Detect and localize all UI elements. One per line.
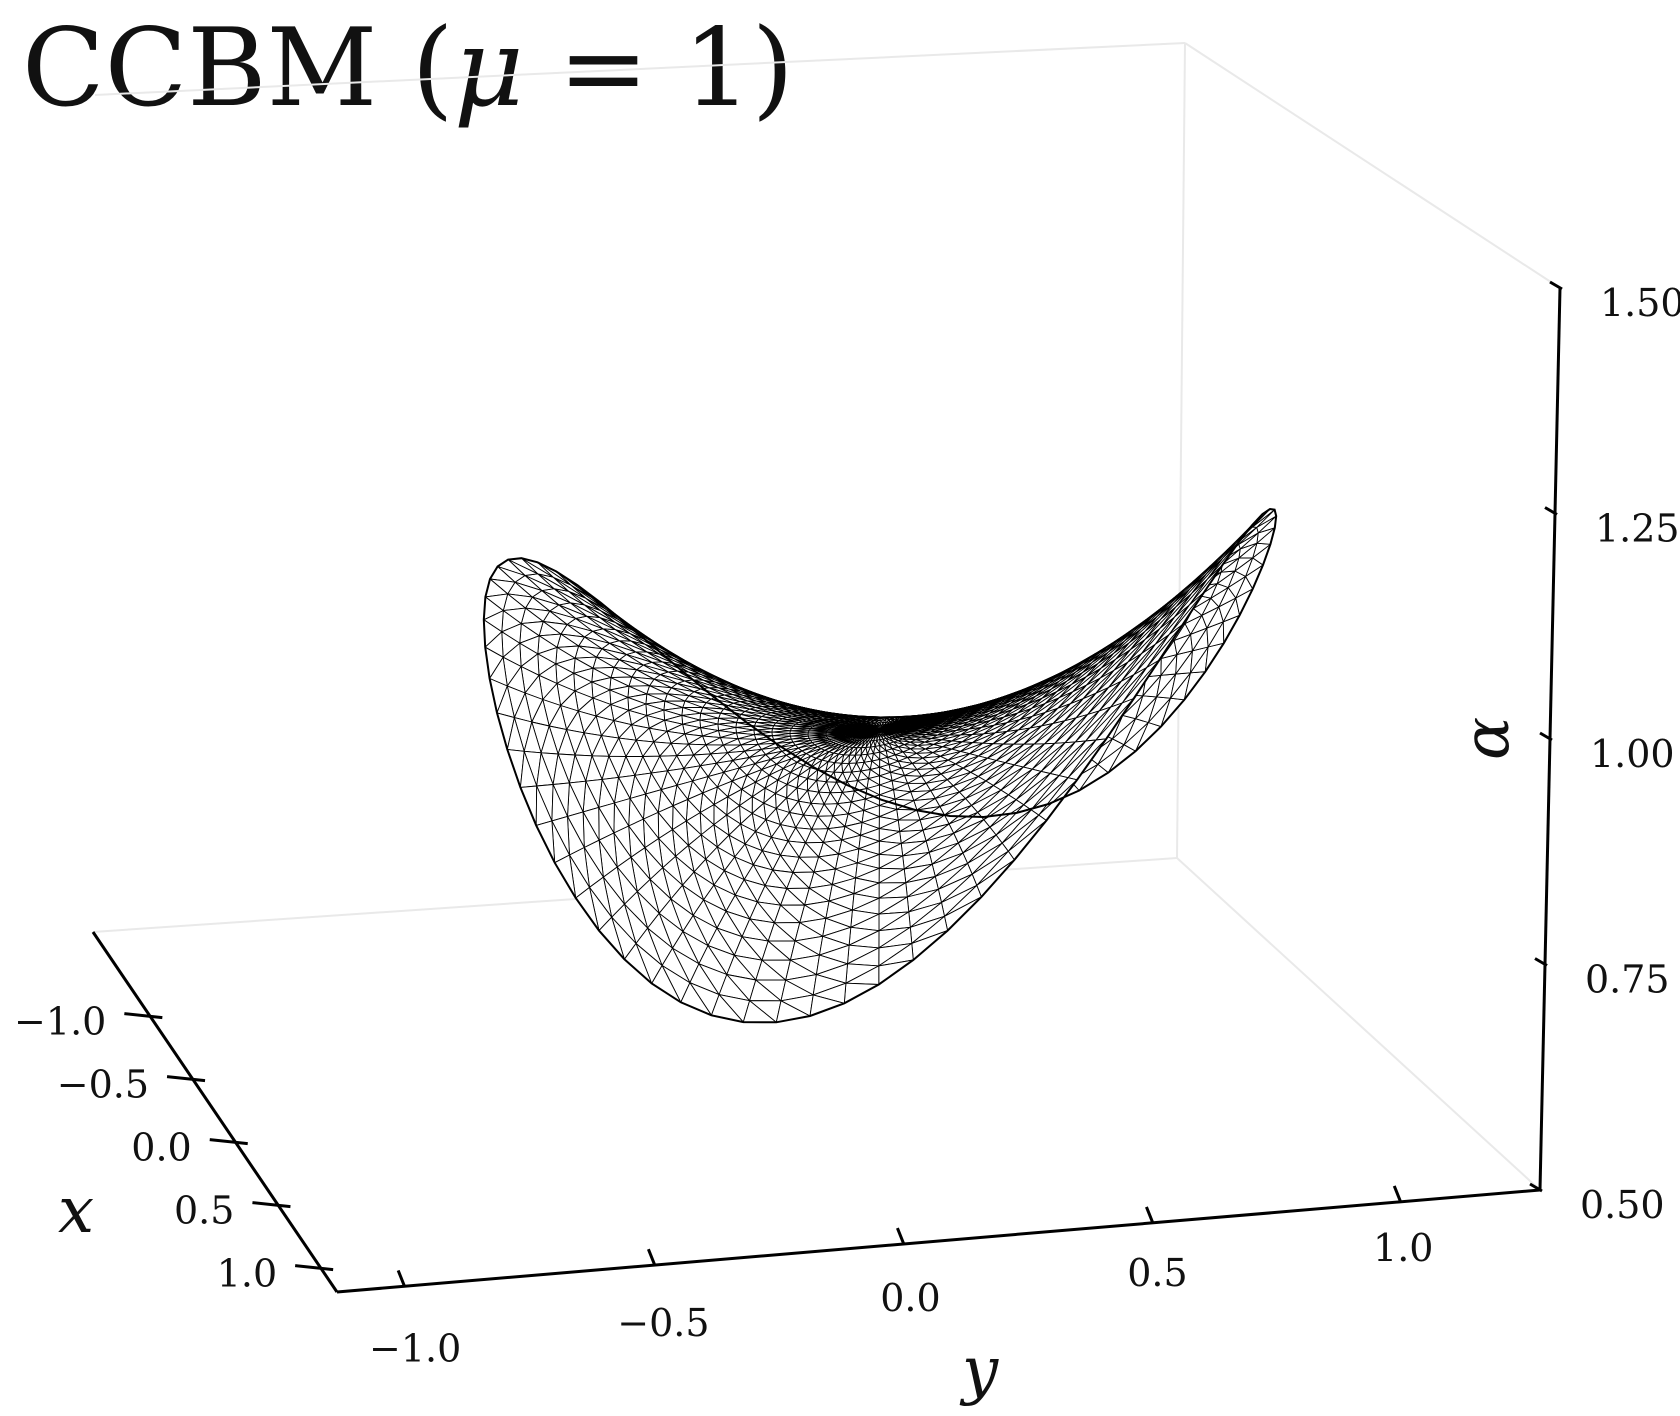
y-tick-label: −0.5 xyxy=(617,1301,709,1345)
z-tick-label: 1.00 xyxy=(1590,732,1675,776)
y-tick-label: 1.0 xyxy=(1373,1226,1433,1270)
y-tick-label: 0.5 xyxy=(1127,1251,1187,1295)
x-axis-line xyxy=(91,931,339,1293)
x-axis-label: x xyxy=(58,1174,94,1248)
z-tick-mark xyxy=(1529,1182,1543,1193)
z-tick-label: 0.50 xyxy=(1580,1183,1665,1227)
pane-edge-back-top-left xyxy=(94,42,1186,96)
z-tick-label: 0.75 xyxy=(1585,958,1670,1002)
x-tick-mark xyxy=(209,1138,248,1146)
y-tick-mark xyxy=(646,1248,656,1265)
x-tick-label: −1.0 xyxy=(14,1000,106,1044)
z-tick-mark xyxy=(1539,731,1553,742)
x-tick-label: 0.0 xyxy=(131,1126,191,1170)
y-tick-mark xyxy=(896,1227,905,1244)
surface-mesh xyxy=(482,507,1278,1024)
y-axis-label: y xyxy=(959,1334,999,1408)
y-axis-ticks: −1.0 −0.5 0.0 0.5 1.0 xyxy=(369,1185,1433,1370)
x-tick-label: 1.0 xyxy=(217,1252,277,1296)
y-tick-mark xyxy=(1392,1185,1402,1202)
pane-edge-floor-right xyxy=(1176,857,1541,1191)
x-tick-mark xyxy=(252,1201,291,1209)
pane-edge-back-vertical xyxy=(1176,42,1186,859)
x-tick-label: 0.5 xyxy=(174,1189,234,1233)
y-tick-label: 0.0 xyxy=(880,1276,940,1320)
z-tick-mark xyxy=(1534,957,1548,967)
z-axis-ticks: 0.50 0.75 1.00 1.25 1.50 xyxy=(1529,280,1680,1227)
surface-rim xyxy=(482,507,1278,1024)
x-tick-mark xyxy=(294,1264,334,1272)
z-axis-label: α xyxy=(1450,717,1524,760)
pane-edges xyxy=(92,42,1561,1191)
z-tick-label: 1.25 xyxy=(1595,507,1680,551)
z-tick-mark xyxy=(1549,280,1563,291)
x-axis-ticks: −1.0 −0.5 0.0 0.5 1.0 xyxy=(14,1000,334,1296)
x-tick-label: −0.5 xyxy=(57,1063,149,1107)
z-tick-label: 1.50 xyxy=(1600,281,1680,325)
x-tick-mark xyxy=(166,1075,206,1083)
y-tick-mark xyxy=(1145,1206,1154,1223)
z-tick-mark xyxy=(1544,506,1558,516)
x-tick-mark xyxy=(124,1012,163,1020)
chart-title: CCBM (μ = 1) xyxy=(22,6,794,131)
y-tick-label: −1.0 xyxy=(369,1326,461,1370)
y-tick-mark xyxy=(396,1269,406,1286)
pane-edge-back-top-right xyxy=(1184,42,1561,289)
y-axis-line xyxy=(336,1188,1541,1294)
